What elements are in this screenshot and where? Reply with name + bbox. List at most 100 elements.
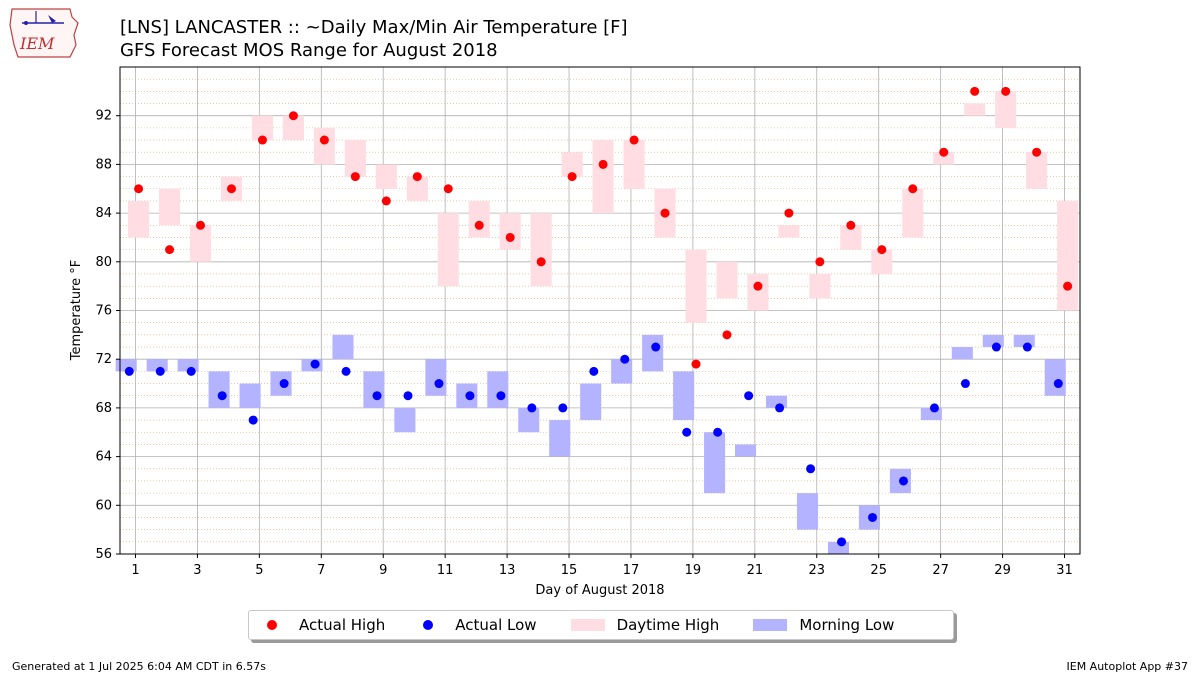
x-tick-label: 21 [747, 563, 764, 578]
actual-high-point [443, 184, 453, 194]
morning-low-bar [208, 371, 230, 408]
daytime-high-bar [1057, 200, 1079, 311]
actual-low-point [651, 342, 661, 352]
y-tick-label: 64 [95, 450, 112, 465]
actual-high-point [1063, 281, 1073, 291]
y-tick-label: 72 [95, 352, 112, 367]
daytime-high-bar [1026, 152, 1048, 189]
actual-high-point [381, 196, 391, 206]
y-tick-label: 88 [95, 157, 112, 172]
actual-high-point [784, 208, 794, 218]
actual-low-point [1022, 342, 1032, 352]
iem-logo: IEM [8, 5, 80, 63]
legend-daytime-high: Daytime High [570, 616, 720, 634]
daytime-high-bar [778, 225, 800, 238]
actual-low-point [713, 427, 723, 437]
data-points [124, 86, 1073, 547]
morning-low-bar [239, 383, 261, 408]
daytime-high-bar [282, 115, 304, 141]
daytime-high-bar [128, 200, 150, 238]
chart-legend: Actual High Actual Low Daytime High Morn… [248, 610, 954, 640]
legend-morning-swatch [753, 619, 788, 631]
x-tick-label: 23 [809, 563, 826, 578]
actual-low-point [217, 391, 227, 401]
actual-low-point [558, 403, 568, 413]
actual-high-point [691, 359, 701, 369]
morning-low-bar [796, 493, 819, 530]
x-tick-label: 5 [255, 563, 263, 578]
actual-high-point [536, 257, 546, 267]
morning-low-bar [425, 359, 447, 396]
actual-high-point [660, 208, 670, 218]
actual-high-point [722, 330, 732, 340]
y-tick-label: 60 [95, 498, 112, 513]
daytime-high-bar [189, 225, 212, 262]
actual-low-point [868, 512, 878, 522]
actual-high-point [629, 135, 639, 145]
legend-label: Morning Low [799, 616, 895, 634]
daytime-high-bar [251, 115, 273, 141]
range-bars [115, 91, 1079, 554]
morning-low-bar [394, 407, 416, 433]
app-label: IEM Autoplot App #37 [1066, 660, 1189, 673]
actual-high-point [288, 111, 298, 121]
x-tick-label: 27 [932, 563, 949, 578]
x-tick-label: 25 [870, 563, 887, 578]
actual-low-point [1053, 379, 1063, 389]
daytime-high-bar [344, 140, 366, 177]
actual-high-point [567, 172, 577, 182]
legend-high-marker [267, 620, 277, 630]
actual-high-point [412, 172, 422, 182]
actual-low-point [434, 379, 444, 389]
actual-high-point [877, 245, 887, 255]
legend-label: Daytime High [616, 616, 720, 634]
x-tick-label: 3 [193, 563, 201, 578]
x-tick-label: 15 [561, 563, 578, 578]
daytime-high-bar [375, 164, 397, 189]
morning-low-bar [704, 432, 726, 494]
y-tick-label: 56 [95, 547, 112, 562]
actual-low-point [682, 427, 692, 437]
actual-high-point [815, 257, 825, 267]
morning-low-bar [735, 444, 757, 457]
actual-low-point [744, 391, 754, 401]
actual-high-point [939, 147, 949, 157]
morning-low-bar [549, 420, 571, 457]
svg-text:IEM: IEM [19, 34, 55, 53]
actual-high-point [846, 220, 856, 230]
actual-low-point [248, 415, 258, 425]
daytime-high-bar [313, 127, 335, 165]
actual-high-point [319, 135, 329, 145]
daytime-high-bar [995, 91, 1017, 128]
actual-high-point [350, 172, 360, 182]
y-tick-label: 76 [95, 304, 112, 319]
legend-label: Actual Low [455, 616, 537, 634]
actual-low-point [589, 366, 599, 376]
morning-low-bar [487, 371, 509, 408]
y-tick-label: 84 [95, 206, 112, 221]
daytime-high-bar [623, 140, 645, 189]
x-tick-label: 31 [1056, 563, 1073, 578]
daytime-high-bar [468, 200, 490, 238]
actual-low-point [186, 366, 196, 376]
daytime-high-bar [159, 188, 181, 226]
x-tick-label: 29 [994, 563, 1011, 578]
legend-actual-high: Actual High [263, 616, 385, 634]
morning-low-bar [518, 407, 540, 433]
actual-low-point [898, 476, 908, 486]
daytime-high-bar [747, 273, 769, 311]
x-axis-label: Day of August 2018 [535, 583, 664, 598]
morning-low-bar [951, 347, 973, 360]
daytime-high-bar [437, 213, 459, 287]
actual-low-point [310, 359, 320, 369]
actual-high-point [134, 184, 144, 194]
iowa-map-icon: IEM [9, 8, 79, 58]
legend-low-marker [423, 620, 434, 630]
morning-low-bar [580, 383, 602, 421]
y-tick-label: 92 [95, 109, 112, 124]
actual-low-point [527, 403, 537, 413]
y-axis-label: Temperature °F [69, 260, 84, 361]
actual-low-point [279, 379, 289, 389]
